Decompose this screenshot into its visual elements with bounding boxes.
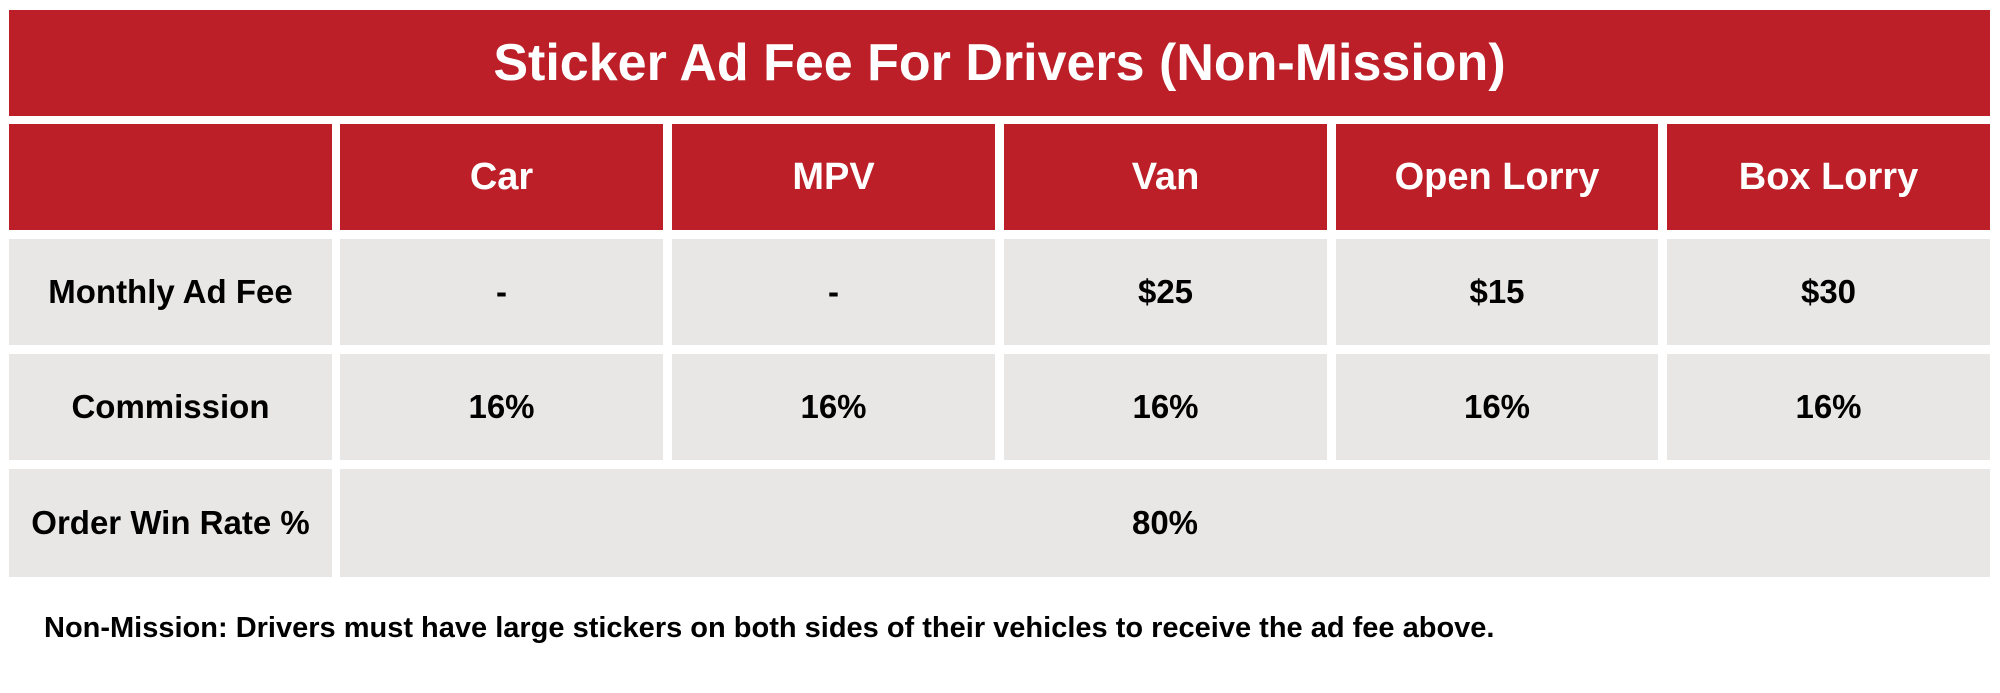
column-header: MPV	[672, 124, 995, 230]
column-header: Car	[340, 124, 663, 230]
footnote: Non-Mission: Drivers must have large sti…	[44, 612, 1495, 644]
table-cell: $30	[1667, 239, 1990, 345]
table-cell: 16%	[340, 354, 663, 460]
column-header: Open Lorry	[1336, 124, 1658, 230]
table-cell: -	[672, 239, 995, 345]
header-corner	[9, 124, 332, 230]
table-cell: -	[340, 239, 663, 345]
table-cell: $25	[1004, 239, 1327, 345]
row-label: Order Win Rate %	[9, 469, 332, 577]
table-title: Sticker Ad Fee For Drivers (Non-Mission)	[9, 10, 1990, 116]
row-label: Commission	[9, 354, 332, 460]
row-label: Monthly Ad Fee	[9, 239, 332, 345]
table-cell: $15	[1336, 239, 1658, 345]
column-header: Van	[1004, 124, 1327, 230]
table-cell: 16%	[672, 354, 995, 460]
column-header: Box Lorry	[1667, 124, 1990, 230]
table-cell: 16%	[1667, 354, 1990, 460]
table-cell: 80%	[340, 469, 1990, 577]
table-cell: 16%	[1004, 354, 1327, 460]
table-cell: 16%	[1336, 354, 1658, 460]
